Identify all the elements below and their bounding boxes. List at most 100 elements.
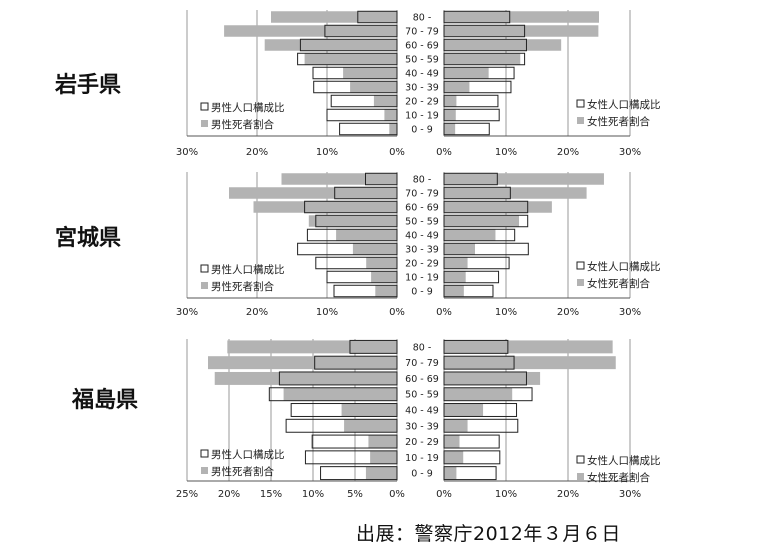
female-death-bar — [444, 95, 457, 107]
male-population-bar — [326, 108, 398, 122]
age-group-label: 30 - 39 — [405, 245, 439, 256]
male-population-bar — [330, 94, 398, 108]
male-population-bar — [304, 450, 398, 465]
female-death-bar — [444, 201, 552, 213]
male-death-legend-swatch — [201, 120, 208, 127]
male-population-legend-label: 男性人口構成比 — [211, 263, 285, 276]
male-death-bar — [283, 387, 397, 401]
female-population-bar — [443, 387, 533, 402]
male-tick-label: 15% — [260, 489, 282, 500]
female-death-legend-swatch — [577, 279, 584, 286]
male-population-bar — [312, 66, 398, 80]
pyramid-panel: 福島県 25% 20% 15% 10% 5% 0% 0% 10% 20% 30% 0 - 9 10 - … — [71, 339, 661, 500]
female-tick-label: 10% — [495, 147, 517, 158]
male-death-bar — [370, 450, 397, 464]
female-population-legend-label: 女性人口構成比 — [587, 454, 661, 467]
male-tick-label: 20% — [246, 307, 268, 318]
prefecture-label: 宮城県 — [55, 225, 121, 251]
female-death-bar — [444, 419, 468, 433]
age-group-label: 40 - 49 — [405, 406, 439, 417]
prefecture-label: 岩手県 — [54, 73, 121, 98]
age-group-label: 50 - 59 — [405, 390, 439, 401]
male-death-bar — [214, 371, 397, 385]
male-death-bar — [366, 257, 397, 269]
male-death-legend-label: 男性死者割合 — [211, 280, 274, 293]
male-population-bar — [299, 38, 398, 52]
male-death-bar — [264, 39, 397, 51]
female-death-bar — [444, 340, 613, 354]
male-death-bar — [375, 285, 397, 297]
female-death-bar — [444, 285, 464, 297]
age-group-label: 40 - 49 — [405, 69, 439, 80]
female-death-legend-label: 女性死者割合 — [587, 471, 650, 484]
female-tick-label: 30% — [619, 489, 641, 500]
male-death-legend-swatch — [201, 282, 208, 289]
female-population-legend-swatch — [576, 261, 585, 270]
male-death-bar — [224, 25, 397, 37]
female-population-bar — [443, 339, 509, 354]
male-tick-label: 0% — [389, 489, 405, 500]
male-death-bar — [229, 187, 397, 199]
male-population-bar — [334, 186, 398, 200]
male-population-bar — [333, 284, 398, 298]
female-death-bar — [444, 39, 562, 51]
female-population-bar — [443, 38, 527, 52]
male-death-bar — [281, 173, 397, 185]
female-death-bar — [444, 187, 587, 199]
male-death-bar — [344, 419, 397, 433]
male-death-bar — [336, 229, 397, 241]
female-population-bar — [443, 52, 526, 66]
female-death-bar — [444, 25, 599, 37]
male-tick-label: 0% — [389, 307, 405, 318]
male-population-bar — [339, 122, 398, 136]
male-death-bar — [373, 95, 397, 107]
female-population-bar — [443, 418, 519, 433]
female-population-bar — [443, 94, 499, 108]
female-population-bar — [443, 466, 497, 481]
female-population-legend-label: 女性人口構成比 — [587, 260, 661, 273]
female-population-bar — [443, 228, 516, 242]
male-tick-label: 10% — [316, 307, 338, 318]
male-population-bar — [304, 200, 398, 214]
female-death-bar — [444, 229, 496, 241]
age-group-label: 10 - 19 — [405, 111, 439, 122]
male-population-bar — [365, 172, 398, 186]
male-tick-label: 10% — [316, 147, 338, 158]
age-group-label: 40 - 49 — [405, 231, 439, 242]
female-death-bar — [444, 356, 616, 370]
male-population-bar — [315, 256, 398, 270]
male-death-bar — [341, 403, 397, 417]
female-population-bar — [443, 214, 529, 228]
male-population-bar — [357, 10, 398, 24]
age-group-label: 20 - 29 — [405, 437, 439, 448]
source-note: 出展：警察庁2012年３月６日 — [356, 523, 621, 545]
male-death-bar — [227, 340, 397, 354]
male-tick-label: 30% — [176, 147, 198, 158]
male-population-bar — [297, 52, 398, 66]
male-death-bar — [271, 11, 397, 23]
female-population-bar — [443, 270, 500, 284]
female-death-bar — [444, 271, 466, 283]
age-group-label: 80 - — [413, 342, 432, 353]
male-death-legend-label: 男性死者割合 — [211, 118, 274, 131]
male-death-bar — [343, 67, 397, 79]
male-population-bar — [306, 228, 398, 242]
male-population-bar — [290, 403, 398, 417]
male-death-bar — [253, 201, 397, 213]
female-population-bar — [443, 10, 511, 24]
male-death-legend-swatch — [201, 467, 208, 474]
female-population-bar — [443, 434, 500, 449]
female-tick-label: 30% — [619, 147, 641, 158]
female-population-bar — [443, 284, 494, 298]
male-death-bar — [308, 215, 397, 227]
female-death-bar — [444, 243, 475, 255]
male-population-legend-label: 男性人口構成比 — [211, 448, 285, 461]
age-group-label: 50 - 59 — [405, 217, 439, 228]
age-group-label: 80 - — [413, 13, 432, 24]
female-death-bar — [444, 403, 484, 417]
female-death-legend-swatch — [577, 117, 584, 124]
male-death-bar — [365, 466, 397, 480]
age-group-label: 0 - 9 — [411, 469, 433, 480]
female-death-bar — [444, 81, 470, 93]
female-tick-label: 20% — [557, 489, 579, 500]
